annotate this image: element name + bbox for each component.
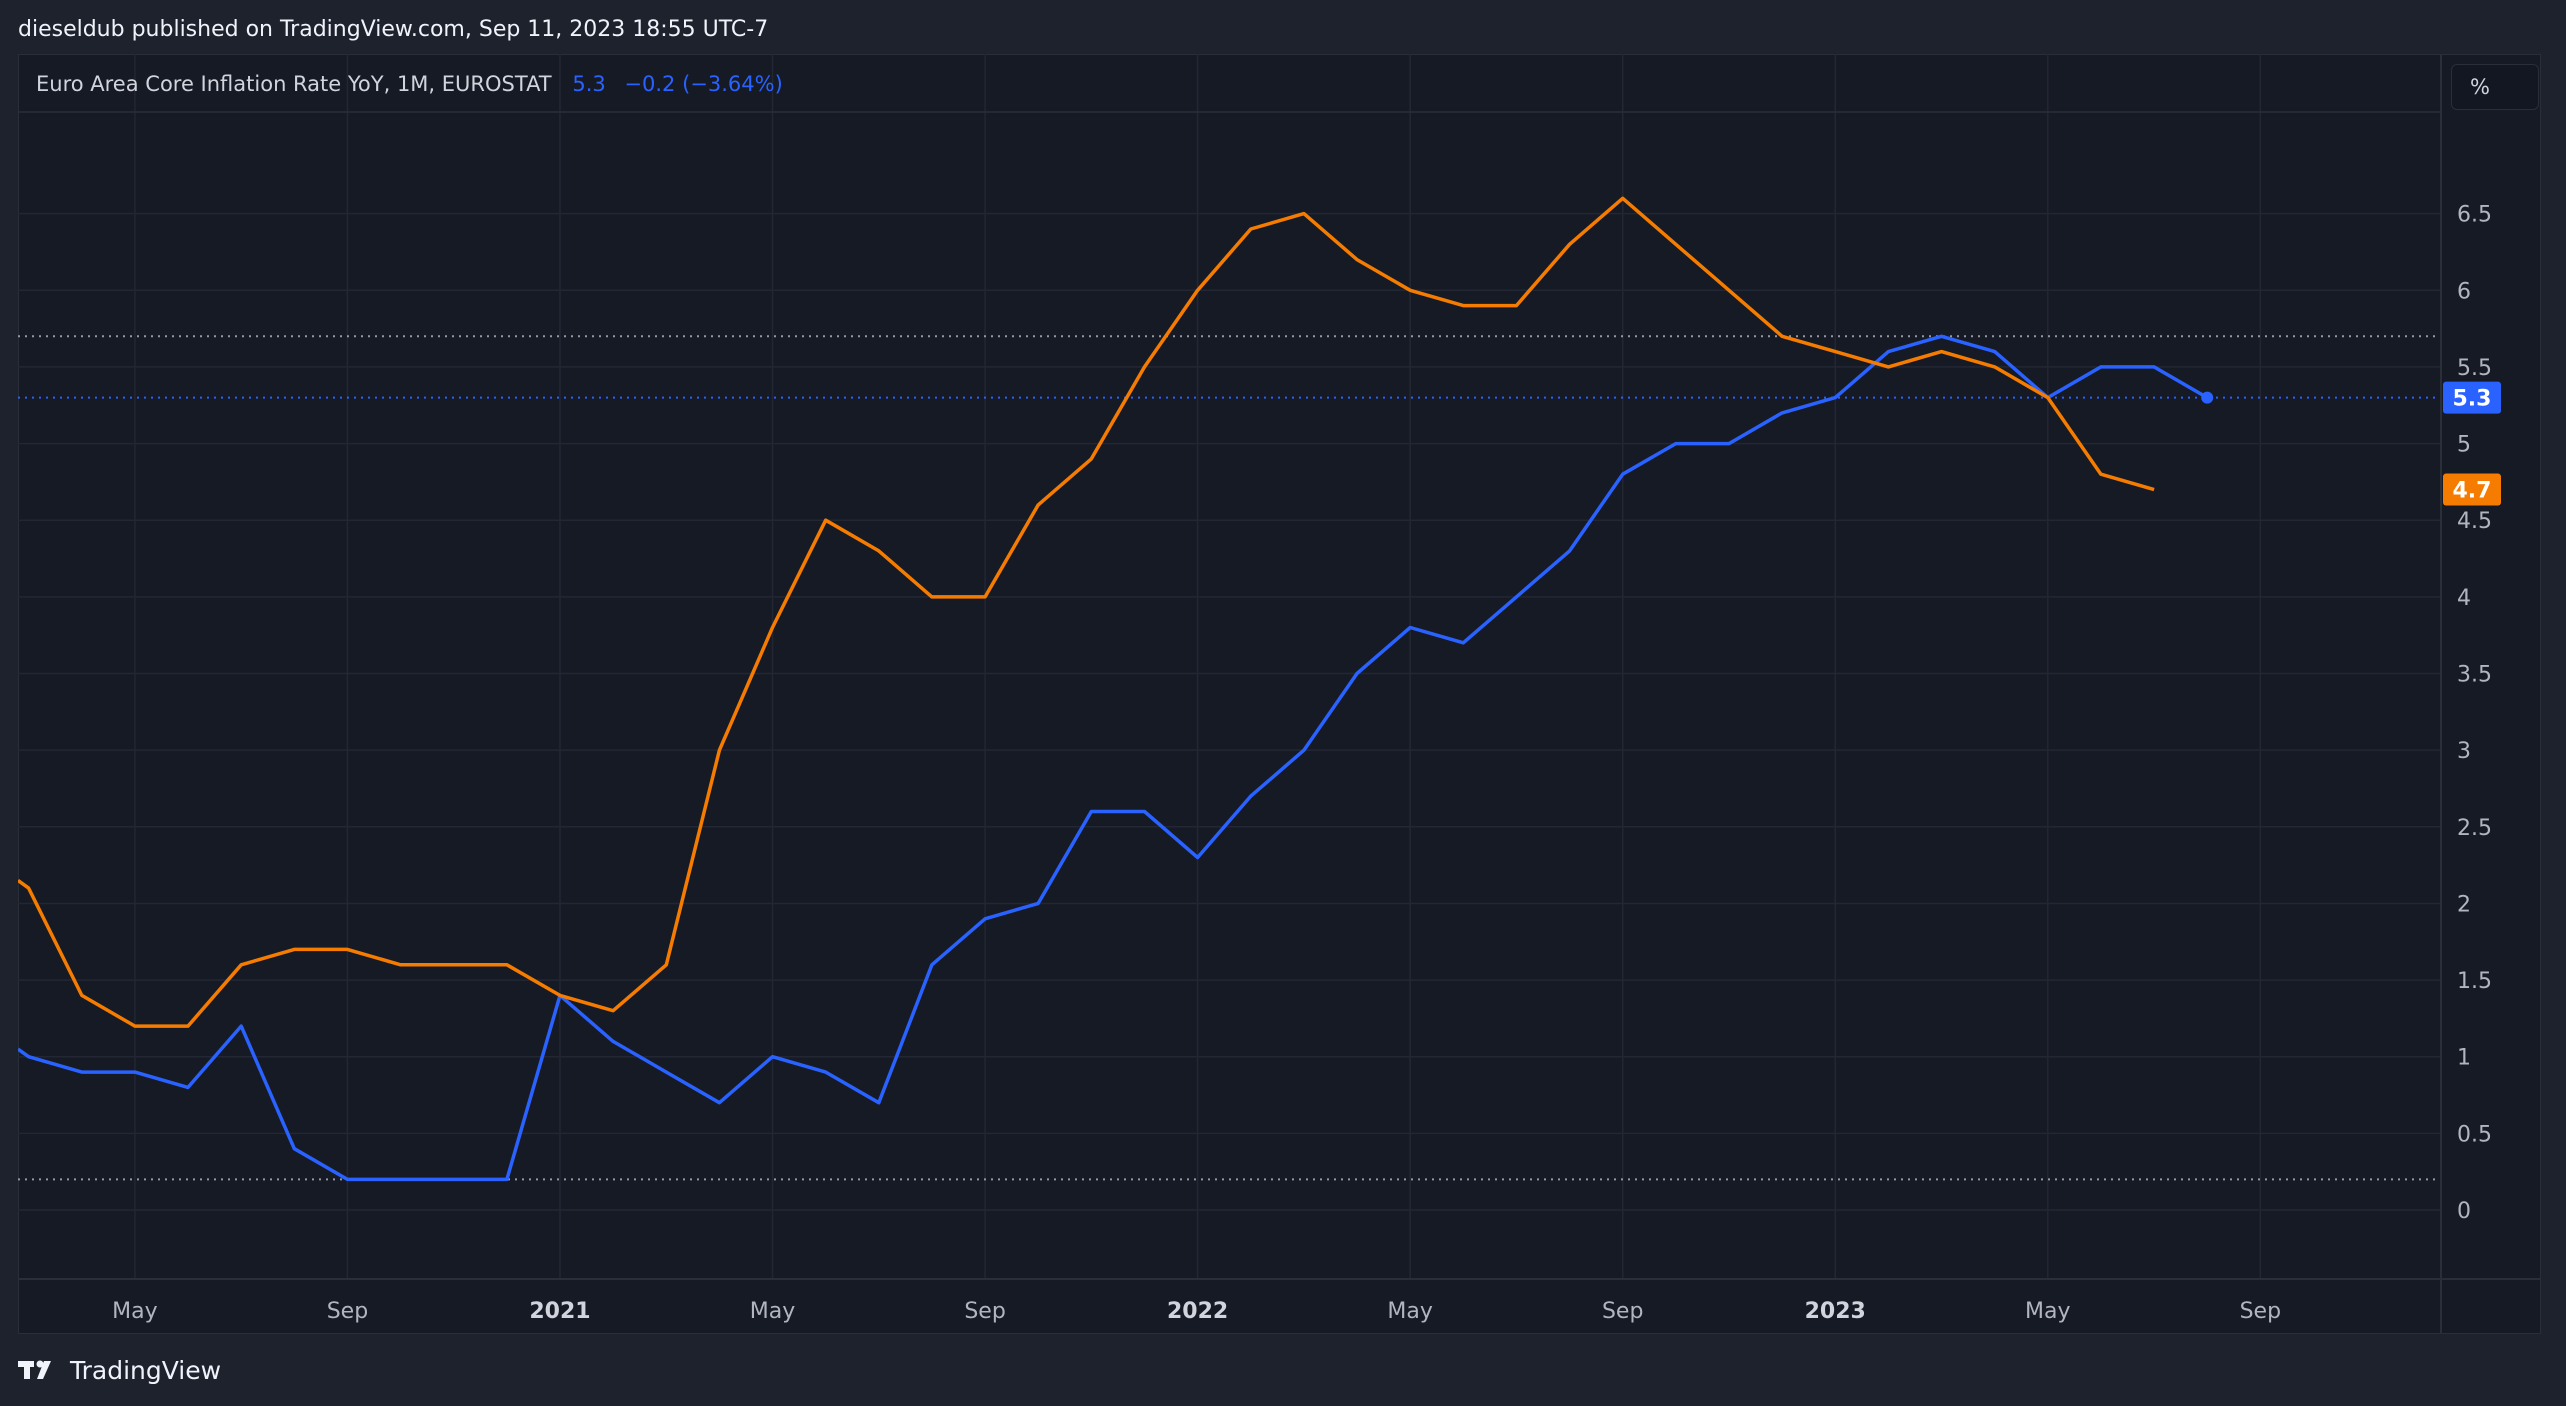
chart-canvas[interactable]: 0 0.5 1 1.5 2 2.5 3 3.5 4 4.5 5 5.5 6 6.5 May Sep 2021 Ma…: [18, 54, 2541, 1334]
price-labels: 5.3 4.7: [2443, 381, 2501, 506]
y-tick-label: 2.5: [2457, 816, 2492, 841]
footer-brand[interactable]: TradingView: [18, 1352, 221, 1388]
grid-lines: [18, 54, 2441, 1279]
y-tick-label: 5.5: [2457, 356, 2492, 381]
y-tick-label: 5: [2457, 433, 2471, 458]
x-tick-label: 2023: [1805, 1299, 1866, 1324]
y-tick-label: 6.5: [2457, 203, 2492, 228]
x-tick-label: Sep: [327, 1299, 368, 1324]
price-label-box: [2443, 473, 2501, 506]
x-tick-label: 2022: [1167, 1299, 1228, 1324]
chart-pane[interactable]: [18, 54, 2541, 1334]
series-line[interactable]: [18, 334, 2209, 1182]
horizontal-levels: [18, 335, 2441, 1181]
x-tick-label: Sep: [1602, 1299, 1643, 1324]
price-label-text: 5.3: [2453, 387, 2492, 412]
x-tick-label: May: [112, 1299, 157, 1324]
y-tick-label: 0.5: [2457, 1122, 2492, 1147]
axes: 0 0.5 1 1.5 2 2.5 3 3.5 4 4.5 5 5.5 6 6.5 May Sep 2021 Ma…: [18, 54, 2541, 1334]
y-tick-label: 2: [2457, 892, 2471, 917]
y-tick-label: 4: [2457, 586, 2471, 611]
price-label-text: 4.7: [2453, 479, 2492, 504]
x-tick-label: May: [1387, 1299, 1432, 1324]
y-tick-label: 0: [2457, 1199, 2471, 1224]
tradingview-logo-icon: [18, 1360, 51, 1379]
legend-title: Euro Area Core Inflation Rate YoY, 1M, E…: [36, 72, 552, 96]
y-tick-label: 4.5: [2457, 509, 2492, 534]
series-legend[interactable]: Euro Area Core Inflation Rate YoY, 1M, E…: [36, 66, 783, 102]
series-line[interactable]: [18, 196, 2155, 1028]
x-tick-label: May: [750, 1299, 795, 1324]
x-tick-label: May: [2025, 1299, 2070, 1324]
x-tick-label: Sep: [964, 1299, 1005, 1324]
publish-header: dieseldub published on TradingView.com, …: [18, 17, 769, 42]
legend-value: 5.3: [572, 72, 606, 96]
legend-change: −0.2 (−3.64%): [624, 72, 783, 96]
y-tick-label: 1.5: [2457, 969, 2492, 994]
x-tick-label: 2021: [529, 1299, 590, 1324]
series-lines: [18, 196, 2214, 1182]
y-tick-label: 6: [2457, 279, 2471, 304]
footer-brand-text: TradingView: [70, 1355, 222, 1385]
y-tick-label: 3: [2457, 739, 2471, 764]
y-tick-label: 3.5: [2457, 663, 2492, 688]
series-end-dot: [2201, 391, 2214, 404]
price-label-box: [2443, 381, 2501, 414]
x-tick-label: Sep: [2240, 1299, 2281, 1324]
percent-scale-button[interactable]: %: [2451, 64, 2539, 110]
y-tick-label: 1: [2457, 1046, 2471, 1071]
